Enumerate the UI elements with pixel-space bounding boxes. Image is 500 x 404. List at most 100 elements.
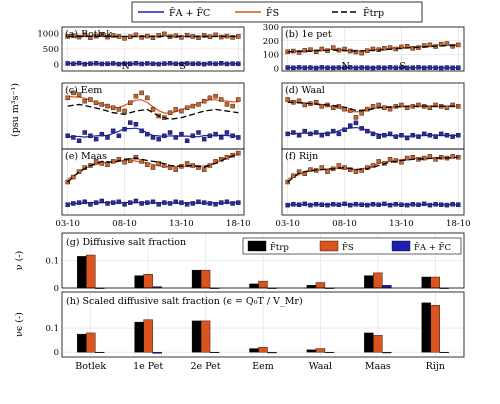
marker-f-1-18 [388, 203, 392, 207]
ytick-a-1: 500 [43, 45, 59, 55]
marker-e-0-8 [111, 159, 115, 163]
marker-c-1-25 [208, 134, 212, 138]
marker-f-1-5 [314, 202, 318, 206]
marker-a-1-9 [117, 62, 121, 66]
marker-d-1-7 [326, 132, 330, 136]
marker-e-0-10 [123, 160, 127, 164]
marker-b-1-9 [337, 66, 341, 70]
marker-f-1-24 [422, 202, 426, 206]
category-label-6: Rijn [426, 361, 445, 372]
marker-d-0-15 [371, 104, 375, 108]
marker-e-1-11 [128, 201, 132, 205]
marker-a-1-0 [66, 61, 70, 65]
marker-d-1-24 [422, 132, 426, 136]
marker-c-0-13 [140, 91, 144, 95]
marker-a-1-3 [83, 62, 87, 66]
bar-ytick-g-1: 0.1 [45, 257, 59, 267]
ytick-b-0: 0 [274, 64, 279, 74]
marker-b-1-13 [360, 66, 364, 70]
marker-e-1-23 [197, 200, 201, 204]
bar-h-1-3 [259, 347, 268, 352]
marker-c-0-10 [123, 109, 127, 113]
marker-b-1-19 [394, 66, 398, 70]
ytick-a-2: 1000 [37, 29, 59, 39]
marker-e-1-10 [123, 202, 127, 206]
marker-c-0-0 [66, 96, 70, 100]
marker-c-1-5 [94, 137, 98, 141]
marker-d-1-19 [394, 135, 398, 139]
marker-a-1-15 [151, 62, 155, 66]
ytick-b-2: 200 [263, 37, 279, 47]
marker-f-1-14 [365, 203, 369, 207]
marker-f-1-17 [382, 202, 386, 206]
marker-f-1-19 [394, 202, 398, 206]
legend-label-1: F̄S [266, 7, 279, 19]
marker-b-1-30 [456, 66, 460, 70]
marker-e-1-28 [225, 200, 229, 204]
marker-d-1-1 [291, 131, 295, 135]
marker-c-0-4 [88, 98, 92, 102]
marker-e-0-15 [151, 166, 155, 170]
marker-d-1-0 [286, 132, 290, 136]
legend-label-0: F̄A + F̄C [169, 7, 210, 19]
marker-e-1-0 [66, 203, 70, 207]
marker-d-1-27 [439, 132, 443, 136]
marker-b-1-0 [286, 66, 290, 70]
marker-f-1-26 [434, 202, 438, 206]
marker-c-0-21 [185, 106, 189, 110]
marker-a-1-2 [77, 61, 81, 65]
marker-e-1-12 [134, 199, 138, 203]
marker-e-1-19 [174, 200, 178, 204]
marker-b-1-18 [388, 65, 392, 69]
marker-d-1-17 [382, 133, 386, 137]
marker-b-0-13 [360, 51, 364, 55]
bar-h-2-1 [153, 352, 162, 353]
marker-d-1-16 [377, 135, 381, 139]
bar-h-1-2 [201, 321, 210, 352]
marker-b-1-2 [297, 65, 301, 69]
marker-c-1-18 [168, 131, 172, 135]
marker-e-0-19 [174, 168, 178, 172]
marker-f-1-3 [303, 202, 307, 206]
marker-c-1-22 [191, 134, 195, 138]
marker-d-1-23 [417, 135, 421, 139]
marker-b-1-26 [434, 66, 438, 70]
marker-b-1-22 [411, 66, 415, 70]
marker-d-0-13 [360, 111, 364, 115]
marker-b-1-4 [308, 66, 312, 70]
category-label-1: 1e Pet [133, 361, 163, 372]
marker-c-0-19 [174, 107, 178, 111]
marker-c-1-10 [123, 127, 127, 131]
marker-c-0-12 [134, 94, 138, 98]
marker-a-1-30 [236, 62, 240, 66]
marker-a-1-14 [145, 61, 149, 65]
marker-c-0-24 [202, 99, 206, 103]
marker-f-0-7 [326, 170, 330, 174]
panel-title-f: (f) Rijn [285, 151, 318, 162]
marker-a-1-27 [219, 61, 223, 65]
marker-e-1-4 [88, 202, 92, 206]
xtick-e-0: 03-10 [55, 219, 80, 229]
marker-d-1-12 [354, 121, 358, 125]
marker-b-1-15 [371, 66, 375, 70]
panel-title-b: (b) 1e pet [285, 29, 332, 40]
xtick-e-2: 13-10 [169, 219, 194, 229]
marker-d-1-26 [434, 135, 438, 139]
marker-a-0-17 [162, 32, 166, 36]
marker-e-1-20 [179, 201, 183, 205]
bar-h-0-4 [307, 350, 316, 352]
marker-e-1-18 [168, 201, 172, 205]
bar-title-h: (h) Scaled diffusive salt fraction (ϵ = … [66, 296, 303, 307]
panel-title-a: (a) Botlek [65, 29, 112, 40]
marker-f-1-15 [371, 202, 375, 206]
marker-e-1-21 [185, 202, 189, 206]
bar-h-0-1 [135, 322, 144, 352]
marker-d-1-28 [445, 133, 449, 137]
bar-h-0-2 [192, 321, 201, 352]
marker-e-0-14 [145, 163, 149, 167]
marker-e-1-1 [71, 201, 75, 205]
marker-f-1-0 [286, 203, 290, 207]
marker-f-0-9 [337, 164, 341, 168]
xtick-e-1: 08-10 [112, 219, 137, 229]
marker-d-1-4 [308, 132, 312, 136]
